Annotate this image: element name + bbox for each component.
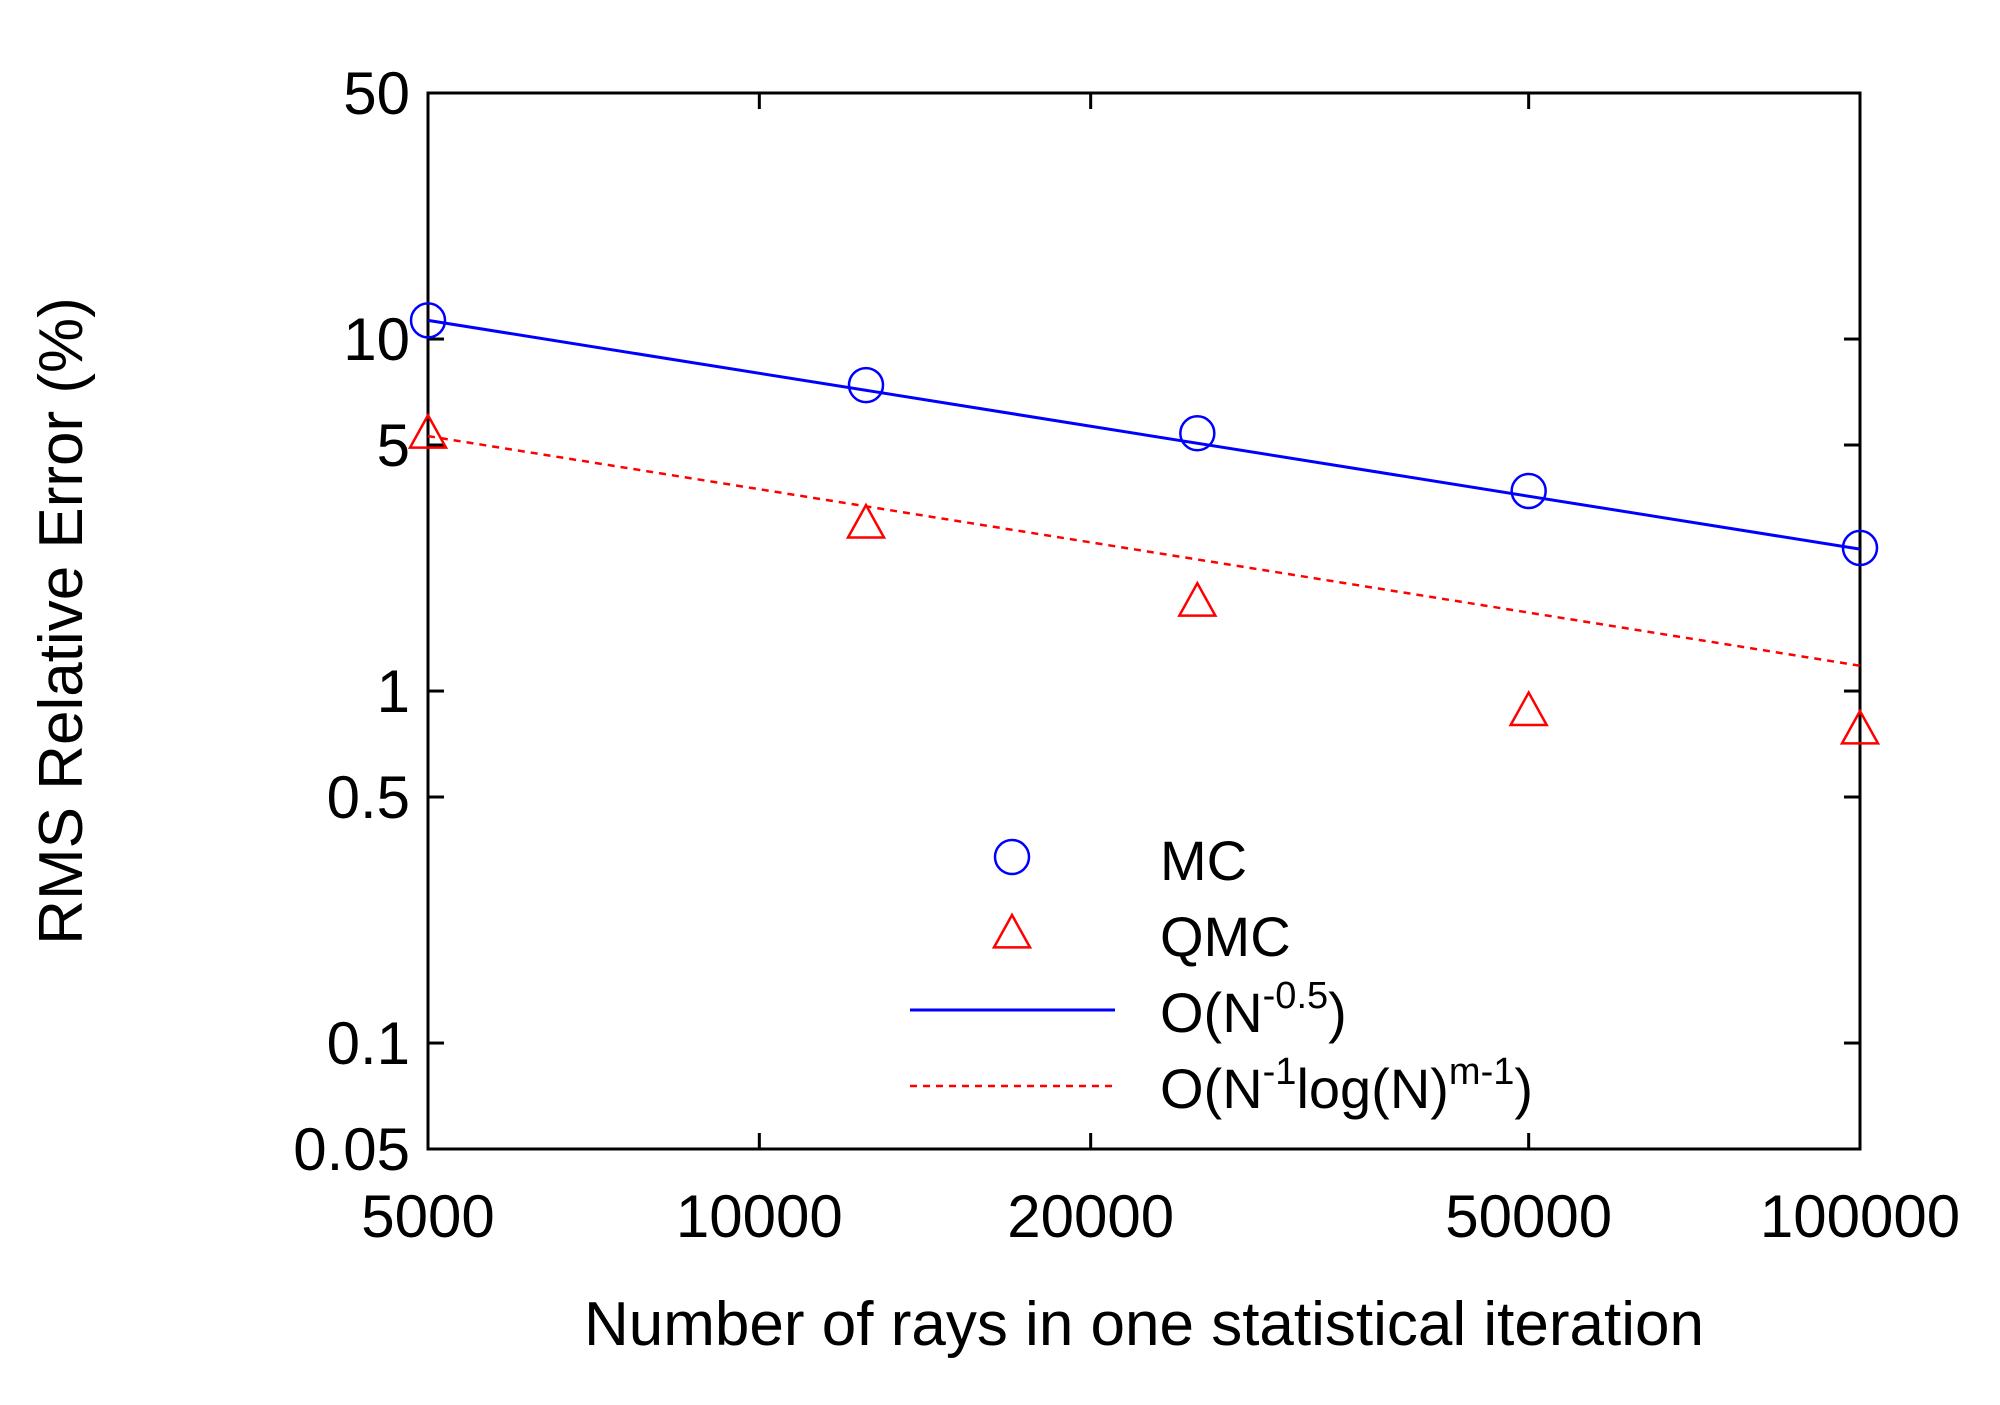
legend-superscript: -0.5 [1263,975,1328,1017]
y-tick-label: 10 [343,306,410,373]
x-tick-label: 100000 [1760,1183,1960,1250]
data-point-circle [847,366,885,404]
ticks-layer: 5000 10000 20000 50000 1000000.050.10.515105… [293,60,1960,1250]
series-layer [407,302,1881,745]
legend-superscript: -1 [1263,1051,1297,1093]
y-tick-label: 50 [343,60,410,127]
plot-frame [426,91,1862,1151]
data-point-triangle [1839,708,1881,745]
legend-text-part: ) [1514,1057,1533,1120]
x-tick-label: 20000 [1007,1183,1174,1250]
legend-label: O(N-1log(N)m-1) [1160,1051,1533,1120]
legend-label: O(N-0.5) [1160,975,1347,1044]
data-point-triangle [1177,580,1218,617]
data-point-circle [409,302,447,339]
data-point-triangle [407,412,449,449]
x-tick-label: 50000 [1445,1183,1612,1250]
series-line-3 [427,434,1861,667]
legend-marker-circle [993,838,1031,876]
legend-text-part: log(N) [1296,1057,1448,1120]
legend-label: QMC [1160,905,1291,968]
y-tick-label: 1 [377,658,410,725]
y-axis-label: RMS Relative Error (%) [27,297,96,945]
y-tick-label: 5 [377,412,410,479]
series-line-2 [427,318,1861,551]
y-tick-label: 0.1 [327,1010,410,1077]
x-tick-label: 10000 [676,1183,843,1250]
y-tick-label: 0.05 [293,1116,410,1183]
legend-superscript: m-1 [1449,1051,1514,1093]
x-axis-label: Number of rays in one statistical iterat… [584,1290,1704,1359]
data-point-circle [1510,472,1547,510]
legend-label: MC [1160,829,1247,892]
data-point-circle [1179,414,1216,452]
y-tick-label: 0.5 [327,764,410,831]
data-point-triangle [845,502,887,539]
legend-text-part: O(N [1160,1057,1263,1120]
legend-text-part: O(N [1160,981,1263,1044]
legend-marker-triangle [991,912,1033,949]
legend-text-part: ) [1328,981,1347,1044]
data-point-circle [1841,529,1879,567]
x-tick-label: 5000 [361,1183,494,1250]
data-point-triangle [1508,690,1549,727]
